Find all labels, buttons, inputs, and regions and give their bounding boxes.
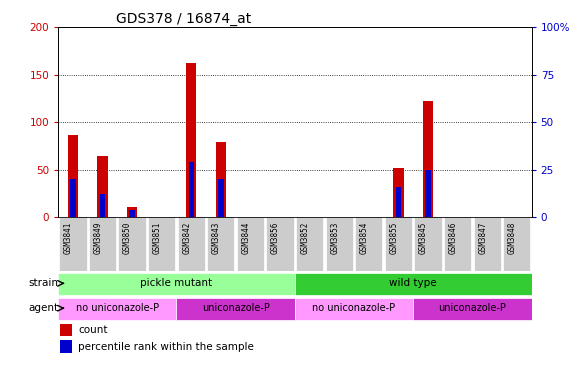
- Text: no uniconazole-P: no uniconazole-P: [313, 303, 396, 313]
- Text: GSM3848: GSM3848: [508, 221, 517, 254]
- Text: GSM3845: GSM3845: [419, 221, 428, 254]
- Bar: [503, 217, 530, 272]
- Bar: [60, 324, 72, 336]
- Bar: [385, 217, 412, 272]
- Text: GSM3850: GSM3850: [123, 221, 132, 254]
- Bar: [97, 156, 107, 217]
- Bar: [177, 298, 295, 320]
- Text: GSM3856: GSM3856: [271, 221, 280, 254]
- Bar: [355, 217, 382, 272]
- Text: GSM3849: GSM3849: [94, 221, 102, 254]
- Text: uniconazole-P: uniconazole-P: [439, 303, 507, 313]
- Text: GSM3853: GSM3853: [330, 221, 339, 254]
- Bar: [178, 217, 205, 272]
- Text: GSM3842: GSM3842: [182, 221, 191, 254]
- Bar: [423, 101, 433, 217]
- Bar: [189, 162, 194, 217]
- Text: no uniconazole-P: no uniconazole-P: [76, 303, 159, 313]
- Bar: [325, 217, 353, 272]
- Text: GSM3855: GSM3855: [389, 221, 399, 254]
- Bar: [100, 194, 105, 217]
- Text: uniconazole-P: uniconazole-P: [202, 303, 270, 313]
- Bar: [396, 187, 401, 217]
- Bar: [186, 63, 196, 217]
- Text: GSM3844: GSM3844: [242, 221, 250, 254]
- Bar: [267, 217, 293, 272]
- Bar: [68, 135, 78, 217]
- Text: GSM3843: GSM3843: [212, 221, 221, 254]
- Bar: [60, 340, 72, 353]
- Bar: [414, 217, 442, 272]
- Text: wild type: wild type: [389, 279, 437, 288]
- Bar: [59, 217, 87, 272]
- Bar: [127, 207, 137, 217]
- Bar: [444, 217, 471, 272]
- Bar: [393, 168, 404, 217]
- Bar: [207, 217, 235, 272]
- Text: GSM3851: GSM3851: [153, 221, 162, 254]
- Text: GDS378 / 16874_at: GDS378 / 16874_at: [116, 12, 252, 26]
- Text: GSM3847: GSM3847: [478, 221, 487, 254]
- Text: agent: agent: [28, 303, 58, 313]
- Bar: [148, 217, 175, 272]
- Text: GSM3841: GSM3841: [64, 221, 73, 254]
- Bar: [413, 298, 532, 320]
- Bar: [295, 298, 413, 320]
- Text: GSM3854: GSM3854: [360, 221, 369, 254]
- Bar: [295, 273, 532, 295]
- Bar: [58, 298, 177, 320]
- Text: GSM3846: GSM3846: [449, 221, 458, 254]
- Bar: [130, 210, 135, 217]
- Bar: [70, 179, 76, 217]
- Bar: [89, 217, 116, 272]
- Bar: [425, 170, 431, 217]
- Bar: [218, 179, 224, 217]
- Text: GSM3852: GSM3852: [300, 221, 310, 254]
- Text: count: count: [78, 325, 107, 335]
- Bar: [296, 217, 323, 272]
- Text: pickle mutant: pickle mutant: [141, 279, 213, 288]
- Bar: [216, 142, 226, 217]
- Bar: [119, 217, 146, 272]
- Bar: [237, 217, 264, 272]
- Text: strain: strain: [28, 279, 58, 288]
- Bar: [474, 217, 501, 272]
- Bar: [58, 273, 295, 295]
- Text: percentile rank within the sample: percentile rank within the sample: [78, 342, 254, 352]
